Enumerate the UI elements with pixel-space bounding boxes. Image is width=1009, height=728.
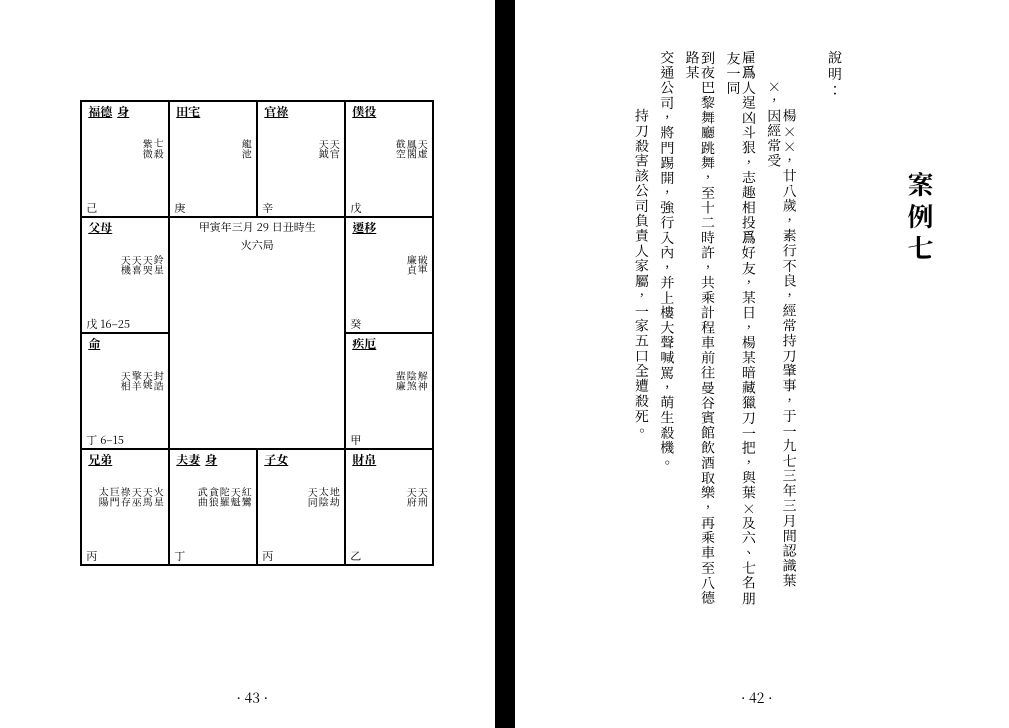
stem: 甲 xyxy=(350,434,361,446)
stars: 天官 天鉞 xyxy=(318,138,340,196)
stem: 癸 xyxy=(350,318,361,330)
palace-label: 遷移 xyxy=(352,221,376,234)
palace-qianyi: 遷移 破軍 廉貞 癸 xyxy=(345,217,433,333)
shuoming-label: 說明： xyxy=(827,50,842,610)
palace-label: 官祿 xyxy=(264,105,288,118)
stem: 乙 xyxy=(350,550,361,562)
palace-label: 福德 xyxy=(88,105,112,118)
stem: 丁 xyxy=(174,550,185,562)
ju-info: 火六局 xyxy=(174,239,340,251)
palace-label: 疾厄 xyxy=(352,337,376,350)
palace-label: 父母 xyxy=(88,221,112,234)
stars: 天刑 天府 xyxy=(406,486,428,544)
palace-xiongdi: 兄弟 火星 天馬 天巫 祿存 巨門 太陽 丙 xyxy=(81,449,169,565)
stem: 己 xyxy=(86,202,97,214)
palace-label: 僕役 xyxy=(352,105,376,118)
palace-label-body: 身 xyxy=(117,105,129,118)
palace-tianzhai: 田宅 龍池 庚 xyxy=(169,101,257,217)
ziwei-chart: 福德 身 七殺 紫微 己 田宅 龍池 庚 官祿 天官 天鉞 辛 僕役 天虛 鳳閣… xyxy=(80,100,434,566)
body-line-1: 雇爲人逞凶斗狠，志趣相投爲好友，某日，楊某暗藏獵刀一把，與葉×及六、七名朋友一同 xyxy=(725,50,756,610)
stars: 火星 天馬 天巫 祿存 巨門 太陽 xyxy=(98,486,164,544)
body-line-0: 楊××，廿八歲，素行不良，經常持刀肇事，于一九七三年三月間認識葉×，因經常受 xyxy=(766,78,797,610)
body-line-4: 持刀殺害該公司負責人家屬，一家五口全遭殺死。 xyxy=(633,78,648,610)
stars: 龍池 xyxy=(241,138,252,196)
stars: 地劫 太陰 天同 xyxy=(307,486,340,544)
stars: 紅鸞 天魁 陀羅 貪狼 武曲 xyxy=(197,486,252,544)
right-page: 案例七 說明： 楊××，廿八歲，素行不良，經常持刀肇事，于一九七三年三月間認識葉… xyxy=(505,0,1009,728)
stem: 丙 xyxy=(262,550,273,562)
age: 6–15 xyxy=(100,434,124,446)
case-title: 案例七 xyxy=(902,170,939,610)
palace-fuqi: 夫妻 身 紅鸞 天魁 陀羅 貪狼 武曲 丁 xyxy=(169,449,257,565)
palace-guanlu: 官祿 天官 天鉞 辛 xyxy=(257,101,345,217)
palace-fude: 福德 身 七殺 紫微 己 xyxy=(81,101,169,217)
page-number-right: · 42 · xyxy=(741,688,773,708)
palace-label: 財帛 xyxy=(352,453,376,466)
palace-zinv: 子女 地劫 太陰 天同 丙 xyxy=(257,449,345,565)
palace-fumu: 父母 鈴星 天哭 天喜 天機 戊 16–25 xyxy=(81,217,169,333)
palace-label: 命 xyxy=(88,337,100,350)
stem: 戊 xyxy=(350,202,361,214)
palace-caibo: 財帛 天刑 天府 乙 xyxy=(345,449,433,565)
stem: 丙 xyxy=(86,550,97,562)
palace-label: 兄弟 xyxy=(88,453,112,466)
palace-jie: 疾厄 解神 陰煞 蜚廉 甲 xyxy=(345,333,433,449)
palace-label: 夫妻 xyxy=(176,453,200,466)
stars: 封誥 天姚 擎羊 天相 xyxy=(120,370,164,428)
left-page: 福德 身 七殺 紫微 己 田宅 龍池 庚 官祿 天官 天鉞 辛 僕役 天虛 鳳閣… xyxy=(0,0,505,728)
vertical-text-block: 案例七 說明： 楊××，廿八歲，素行不良，經常持刀肇事，于一九七三年三月間認識葉… xyxy=(633,50,939,610)
palace-label: 子女 xyxy=(264,453,288,466)
stem: 庚 xyxy=(174,202,185,214)
stem: 戊 xyxy=(86,318,97,330)
body-line-2: 到夜巴黎舞廳跳舞，至十二時許，共乘計程車前往曼谷賓館飲酒取樂，再乘車至八德路某 xyxy=(684,50,715,610)
palace-ming: 命 封誥 天姚 擎羊 天相 丁 6–15 xyxy=(81,333,169,449)
body-line-3: 交通公司，將門踢開，強行入內，并上樓大聲喊罵，萌生殺機。 xyxy=(659,50,674,610)
stars: 破軍 廉貞 xyxy=(406,254,428,312)
stem: 丁 xyxy=(86,434,97,446)
stars: 解神 陰煞 蜚廉 xyxy=(395,370,428,428)
stars: 天虛 鳳閣 截空 xyxy=(395,138,428,196)
palace-label: 田宅 xyxy=(176,105,200,118)
stem: 辛 xyxy=(262,202,273,214)
age: 16–25 xyxy=(100,318,130,330)
stars: 七殺 紫微 xyxy=(142,138,164,196)
palace-label-body: 身 xyxy=(205,453,217,466)
birth-info: 甲寅年三月 29 日丑時生 xyxy=(174,221,340,233)
palace-puyi: 僕役 天虛 鳳閣 截空 戊 xyxy=(345,101,433,217)
page-number-left: · 43 · xyxy=(236,688,268,708)
chart-center: 甲寅年三月 29 日丑時生 火六局 xyxy=(169,217,345,449)
stars: 鈴星 天哭 天喜 天機 xyxy=(120,254,164,312)
